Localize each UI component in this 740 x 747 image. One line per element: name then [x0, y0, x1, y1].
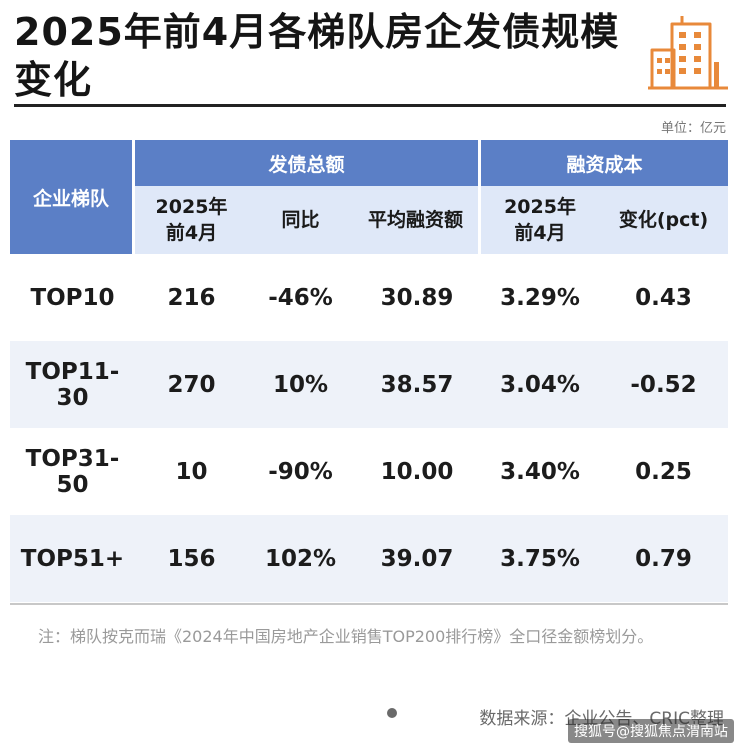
- avg-cell: 10.00: [353, 428, 482, 515]
- table-bottom-divider: [10, 603, 728, 605]
- avg-cell: 30.89: [353, 254, 482, 341]
- yoy-cell: -90%: [248, 428, 353, 515]
- change-cell: 0.79: [599, 515, 729, 602]
- col-header-issuance-amount: 2025年前4月: [135, 186, 248, 254]
- title-divider: [14, 104, 726, 107]
- cost-cell: 3.75%: [481, 515, 600, 602]
- amount-cell: 270: [135, 341, 248, 428]
- table-row: TOP31-50 10 -90% 10.00 3.40% 0.25: [10, 428, 729, 515]
- cost-cell: 3.29%: [481, 254, 600, 341]
- unit-label: 单位：亿元: [660, 121, 726, 136]
- col-header-yoy: 同比: [248, 186, 353, 254]
- building-icon: [648, 16, 728, 90]
- yoy-cell: 10%: [248, 341, 353, 428]
- amount-cell: 216: [135, 254, 248, 341]
- col-header-tier: 企业梯队: [10, 140, 135, 254]
- amount-cell: 156: [135, 515, 248, 602]
- tier-cell: TOP51+: [10, 515, 135, 602]
- avg-cell: 38.57: [353, 341, 482, 428]
- page-title: 2025年前4月各梯队房企发债规模变化: [14, 10, 620, 102]
- tier-cell: TOP31-50: [10, 428, 135, 515]
- footnote: 注：梯队按克而瑞《2024年中国房地产企业销售TOP200排行榜》全口径金额榜划…: [38, 627, 654, 646]
- cost-cell: 3.04%: [481, 341, 600, 428]
- tier-cell: TOP10: [10, 254, 135, 341]
- col-header-cost-rate: 2025年前4月: [481, 186, 600, 254]
- group-header-cost: 融资成本: [481, 140, 729, 186]
- yoy-cell: -46%: [248, 254, 353, 341]
- table-row: TOP51+ 156 102% 39.07 3.75% 0.79: [10, 515, 729, 602]
- cost-cell: 3.40%: [481, 428, 600, 515]
- col-header-avg-amount: 平均融资额: [353, 186, 482, 254]
- bullet-dot: [387, 708, 397, 718]
- table-row: TOP11-30 270 10% 38.57 3.04% -0.52: [10, 341, 729, 428]
- change-cell: -0.52: [599, 341, 729, 428]
- tier-cell: TOP11-30: [10, 341, 135, 428]
- col-header-change-pct: 变化(pct): [599, 186, 729, 254]
- avg-cell: 39.07: [353, 515, 482, 602]
- table-row: TOP10 216 -46% 30.89 3.29% 0.43: [10, 254, 729, 341]
- change-cell: 0.43: [599, 254, 729, 341]
- group-header-issuance: 发债总额: [135, 140, 482, 186]
- yoy-cell: 102%: [248, 515, 353, 602]
- publisher-watermark: 搜狐号@搜狐焦点渭南站: [568, 719, 734, 743]
- change-cell: 0.25: [599, 428, 729, 515]
- amount-cell: 10: [135, 428, 248, 515]
- bond-issuance-table: 企业梯队 发债总额 融资成本 2025年前4月 同比 平均融资额 2025年前4…: [10, 140, 729, 602]
